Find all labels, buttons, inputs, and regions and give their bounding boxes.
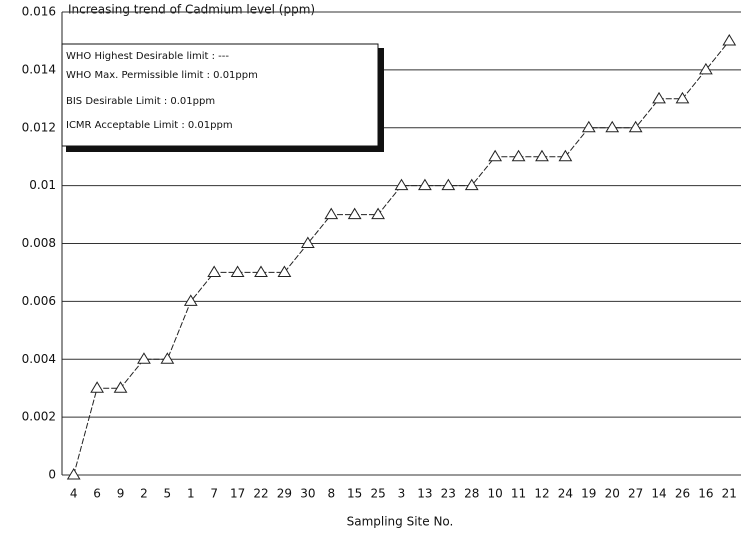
x-tick-label: 20 <box>605 487 620 501</box>
marker <box>277 265 292 277</box>
marker <box>183 294 198 306</box>
marker <box>160 352 175 364</box>
y-tick-label: 0.006 <box>22 294 56 308</box>
legend-text: WHO Max. Permissible limit : 0.01ppm <box>66 70 258 81</box>
marker <box>254 265 268 277</box>
legend-text: BIS Desirable Limit : 0.01ppm <box>66 96 215 107</box>
marker <box>581 120 596 133</box>
marker <box>511 149 526 162</box>
x-tick-label: 12 <box>534 487 549 501</box>
x-tick-label: 16 <box>698 487 713 501</box>
x-tick-label: 1 <box>187 487 195 501</box>
x-tick-label: 23 <box>441 487 456 501</box>
marker <box>137 352 151 364</box>
x-tick-label: 15 <box>347 487 362 501</box>
legend-box <box>61 43 379 147</box>
y-tick-label: 0.014 <box>22 62 56 76</box>
x-tick-label: 9 <box>117 487 125 501</box>
x-tick-label: 28 <box>464 487 479 501</box>
marker <box>394 178 409 191</box>
marker <box>300 236 315 248</box>
data-line <box>73 40 730 476</box>
x-tick-label: 10 <box>488 487 503 501</box>
x-tick-label: 11 <box>511 487 526 501</box>
marker <box>605 120 620 133</box>
y-tick-label: 0.016 <box>22 5 56 19</box>
marker <box>207 265 222 277</box>
x-tick-label: 26 <box>675 487 690 501</box>
legend-text: WHO Highest Desirable limit : --- <box>66 51 229 62</box>
x-tick-label: 8 <box>327 487 335 501</box>
y-tick-label: 0.002 <box>22 410 56 424</box>
marker <box>66 468 81 480</box>
x-axis-label: Sampling Site No. <box>347 515 454 529</box>
y-tick-label: 0 <box>48 468 56 482</box>
x-tick-label: 3 <box>398 487 406 501</box>
chart-title: Increasing trend of Cadmium level (ppm) <box>68 3 315 17</box>
marker <box>113 381 128 393</box>
y-tick-label: 0.012 <box>22 120 56 134</box>
x-tick-label: 22 <box>253 487 268 501</box>
marker <box>558 149 573 162</box>
marker <box>535 149 549 162</box>
x-tick-label: 30 <box>300 487 315 501</box>
legend-text: ICMR Acceptable Limit : 0.01ppm <box>66 120 233 131</box>
x-tick-label: 29 <box>277 487 292 501</box>
marker <box>652 91 666 104</box>
marker <box>441 178 456 191</box>
x-tick-label: 6 <box>93 487 101 501</box>
marker <box>347 207 362 220</box>
x-tick-label: 21 <box>722 487 737 501</box>
x-tick-label: 4 <box>70 487 78 501</box>
marker <box>675 91 690 104</box>
marker <box>488 149 503 162</box>
x-tick-label: 27 <box>628 487 643 501</box>
x-tick-label: 19 <box>581 487 596 501</box>
x-tick-label: 2 <box>140 487 148 501</box>
marker <box>464 178 479 191</box>
marker <box>418 178 432 191</box>
y-tick-label: 0.01 <box>29 178 56 192</box>
x-tick-label: 13 <box>417 487 432 501</box>
x-tick-label: 24 <box>558 487 573 501</box>
x-tick-label: 5 <box>164 487 172 501</box>
marker <box>324 207 339 220</box>
marker <box>722 33 737 46</box>
y-tick-label: 0.008 <box>22 236 56 250</box>
marker <box>698 62 713 75</box>
marker <box>230 265 245 277</box>
marker <box>628 120 643 133</box>
marker <box>371 207 385 220</box>
x-tick-label: 14 <box>651 487 666 501</box>
x-tick-label: 7 <box>210 487 218 501</box>
marker <box>90 381 105 393</box>
x-tick-label: 25 <box>370 487 385 501</box>
y-tick-label: 0.004 <box>22 352 56 366</box>
x-tick-label: 17 <box>230 487 245 501</box>
